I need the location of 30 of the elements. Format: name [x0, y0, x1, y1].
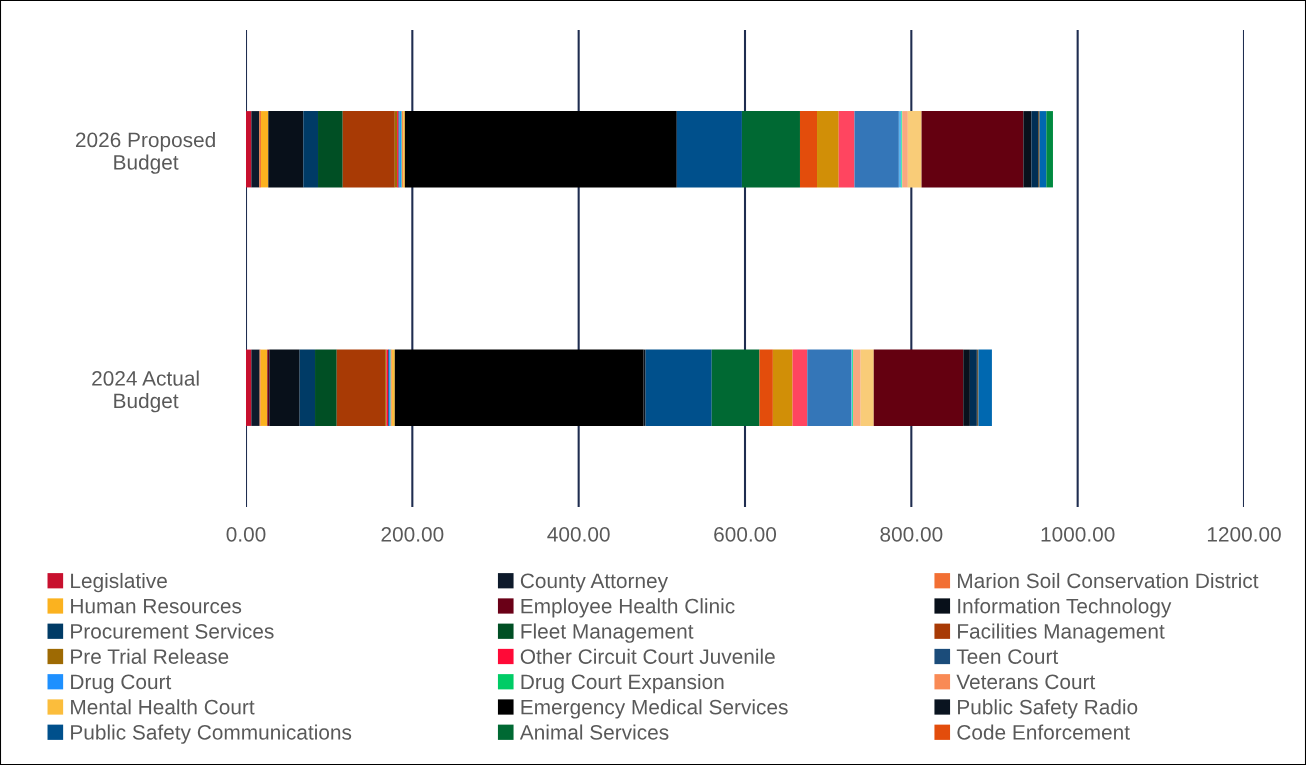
legend-label: Teen Court [956, 649, 1059, 664]
x-tick-label: 0.00 [226, 526, 266, 542]
x-tick-label: 600.00 [714, 526, 777, 542]
x-tick-label: 200.00 [381, 526, 444, 542]
legend-label: Human Resources [71, 598, 242, 614]
y-tick-label: 2026 Proposed Budget [75, 131, 215, 174]
x-tick-label: 1000.00 [1041, 526, 1115, 542]
legend-label: Code Enforcement [957, 724, 1130, 740]
legend-label: Animal Services [519, 724, 669, 740]
legend-label: Public Safety Radio [958, 699, 1138, 719]
y-tick-label: 2024 Actual Budget [92, 370, 199, 413]
x-tick-label: 800.00 [880, 526, 943, 542]
legend-label: Employee Health Clinic [521, 598, 735, 618]
legend-label: Veterans Court [956, 674, 1096, 690]
x-tick-label: 400.00 [547, 526, 610, 542]
legend-label: Mental Health Court [71, 699, 255, 715]
legend-label: Fleet Management [521, 623, 694, 643]
legend-label: Drug Court Expansion [521, 673, 724, 694]
legend-label: Drug Court [71, 674, 172, 694]
legend-label: Marion Soil Conservation District [958, 572, 1259, 589]
legend-label: Other Circuit Court Juvenile [520, 648, 775, 664]
legend-label: Public Safety Communications [71, 724, 352, 744]
legend-label: Procurement Services [71, 623, 274, 639]
legend-label: Facilities Management [958, 623, 1165, 643]
legend-label: Pre Trial Release [71, 648, 229, 664]
x-tick-label: 1200.00 [1207, 526, 1281, 542]
legend-label: Information Technology [958, 598, 1172, 618]
legend-label: Legislative [71, 572, 167, 593]
legend-label: Emergency Medical Services [521, 699, 788, 719]
legend-label: County Attorney [520, 573, 669, 593]
